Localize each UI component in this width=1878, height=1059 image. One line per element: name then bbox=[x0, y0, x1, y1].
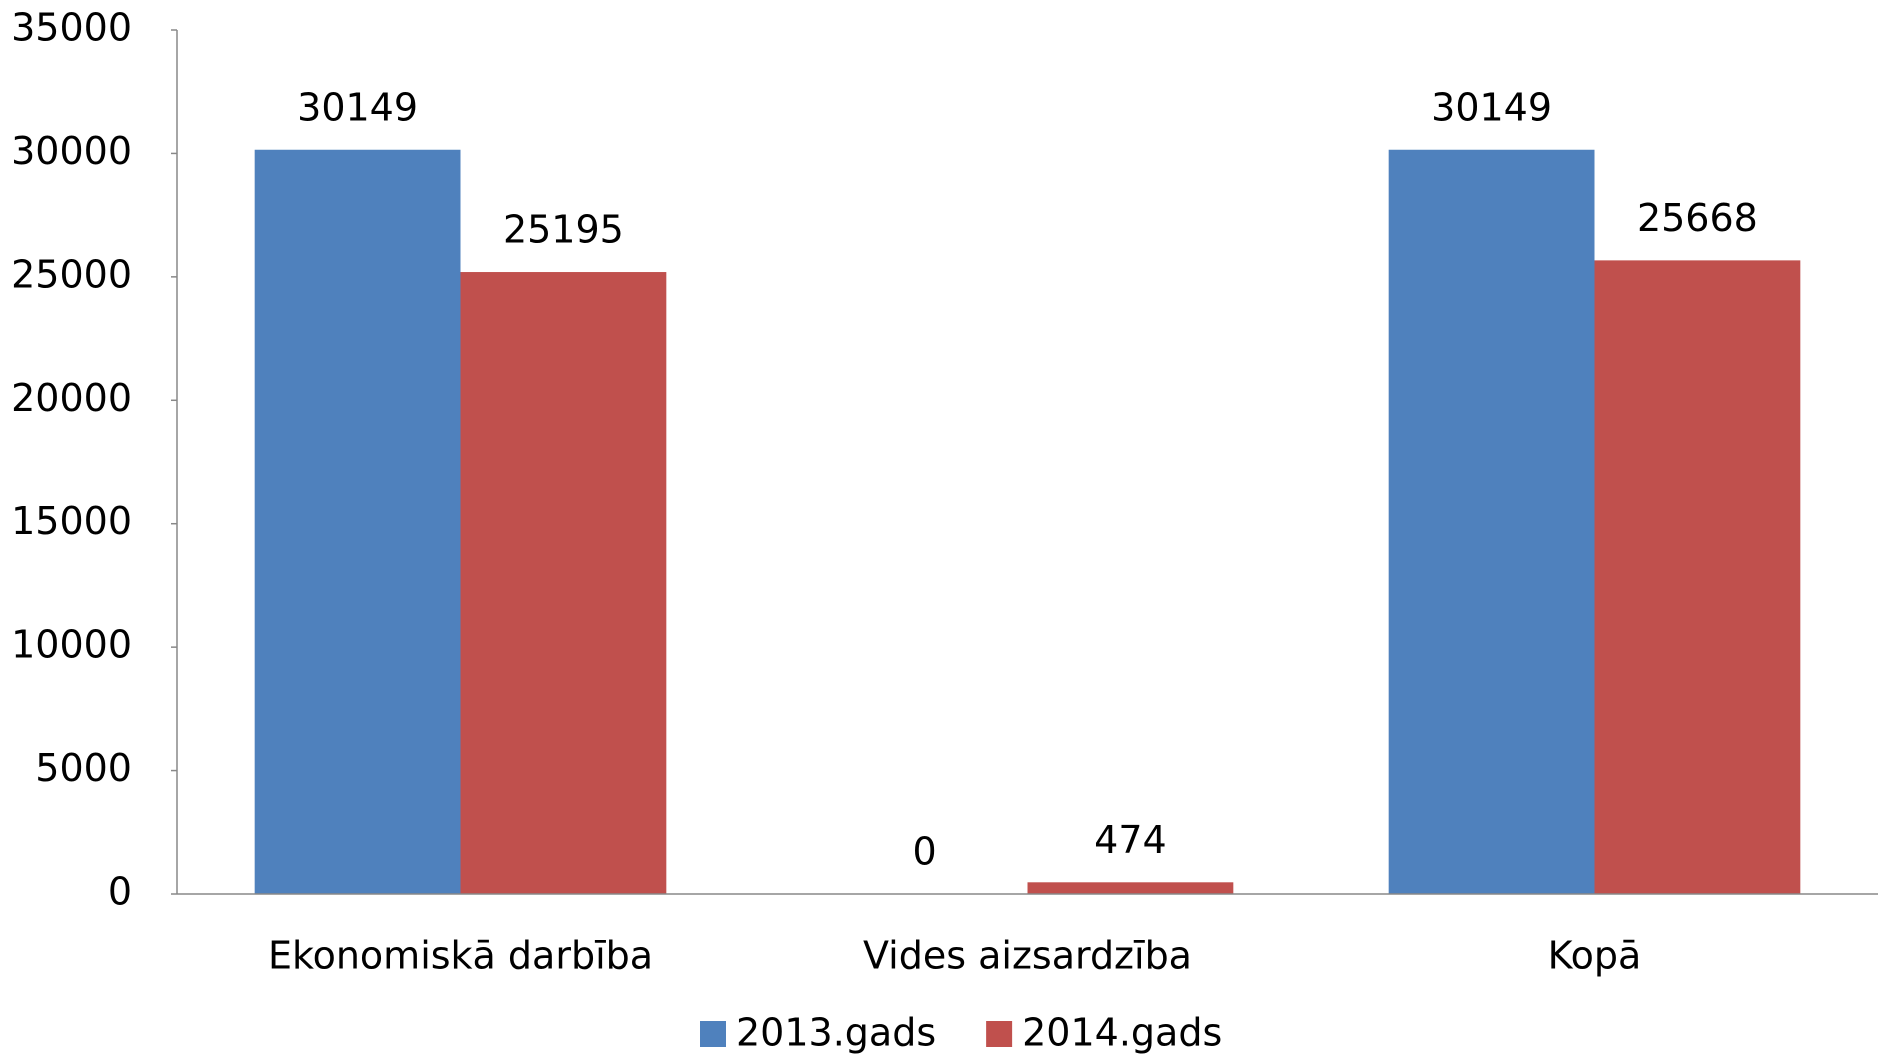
bar bbox=[1594, 260, 1801, 895]
data-label: 25195 bbox=[503, 208, 624, 252]
legend-swatch bbox=[986, 1021, 1013, 1047]
bar bbox=[1388, 149, 1595, 895]
data-label: 30149 bbox=[297, 85, 418, 129]
x-tick-label: Kopā bbox=[1548, 934, 1642, 978]
data-label: 0 bbox=[912, 830, 936, 874]
bar bbox=[460, 272, 667, 894]
legend-swatch bbox=[700, 1021, 726, 1047]
y-tick-label: 15000 bbox=[11, 499, 132, 543]
data-label: 25668 bbox=[1637, 196, 1758, 240]
x-tick-label: Vides aizsardzība bbox=[863, 934, 1192, 978]
y-tick-label: 30000 bbox=[11, 129, 132, 173]
y-tick-label: 5000 bbox=[35, 746, 132, 790]
y-tick-label: 25000 bbox=[11, 252, 132, 296]
y-tick-label: 0 bbox=[108, 870, 132, 914]
bar bbox=[254, 149, 461, 895]
data-label: 474 bbox=[1094, 818, 1167, 862]
y-tick-label: 20000 bbox=[11, 376, 132, 420]
data-label: 30149 bbox=[1431, 85, 1552, 129]
y-tick-label: 10000 bbox=[11, 623, 132, 667]
legend-label: 2014.gads bbox=[1022, 1011, 1222, 1055]
y-tick-label: 35000 bbox=[11, 6, 132, 50]
x-tick-label: Ekonomiskā darbība bbox=[268, 934, 653, 978]
bar bbox=[1027, 882, 1234, 894]
legend-label: 2013.gads bbox=[736, 1011, 936, 1055]
